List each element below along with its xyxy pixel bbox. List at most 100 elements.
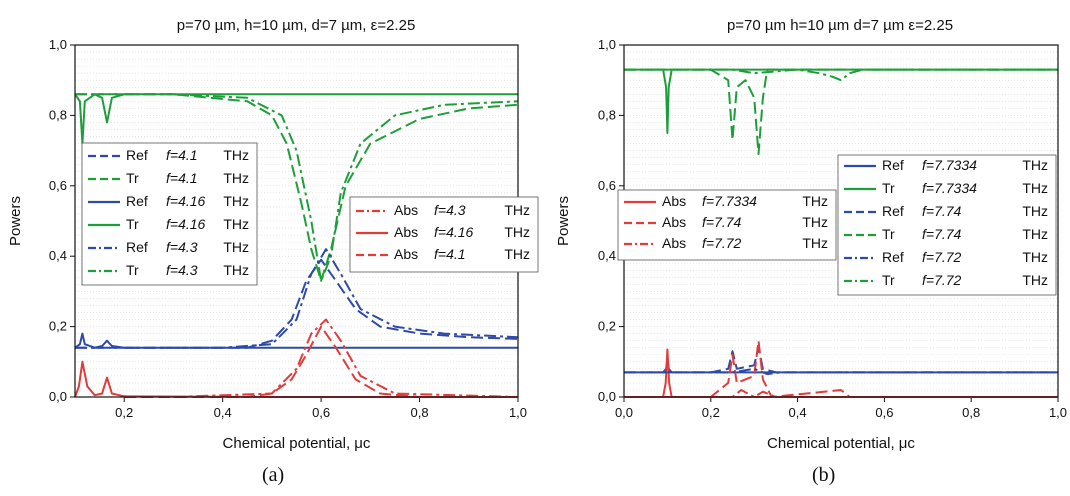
series-line [75,93,519,282]
legend-series-name: Abs [662,214,686,230]
legend-series-name: Ref [126,147,148,163]
x-tick-label: 0,2 [115,405,133,420]
legend-unit: THz [223,239,249,255]
x-tick-label: 0,8 [411,405,429,420]
legend-unit: THz [1022,226,1048,242]
legend-series-name: Ref [126,193,148,209]
legend-frequency: f=7.74 [922,203,962,219]
series-line [74,360,518,398]
legend: Ref f=7.7334 THz Tr f=7.7334 THz Ref f=7.74 THz T… [837,154,1057,296]
legend-unit: THz [504,224,530,240]
legend-frequency: f=7.7334 [922,180,977,196]
chart-title: p=70 µm, h=10 µm, d=7 µm, ε=2.25 [177,17,416,34]
x-tick-label: 1,0 [1049,405,1067,420]
legend-unit: THz [504,246,530,262]
y-tick-label: 0,6 [598,178,616,193]
legend-frequency: f=7.74 [922,226,962,242]
legend-box [81,142,258,286]
legend: Abs f=4.3 THz Abs f=4.16 THz Abs f=4.1 THz [349,196,539,273]
legend-frequency: f=4.3 [434,202,466,218]
legend-box [349,196,539,273]
legend-frequency: f=4.16 [166,216,206,232]
y-tick-label: 0,8 [598,107,616,122]
series-line [124,325,518,398]
x-axis-label: Chemical potential, μc [223,435,371,452]
legend-series-name: Ref [882,249,904,265]
legend-unit: THz [1022,180,1048,196]
legend-frequency: f=4.3 [166,262,198,278]
legend-frequency: f=4.1 [166,170,198,186]
legend-frequency: f=4.16 [166,193,206,209]
panel-a-caption: (a) [262,464,285,486]
y-tick-label: 0,6 [49,178,67,193]
legend-unit: THz [802,193,828,209]
legend-frequency: f=7.72 [922,249,962,265]
legend-series-name: Ref [126,239,148,255]
y-tick-label: 0,8 [49,107,67,122]
legend-frequency: f=7.72 [702,235,742,251]
legend-series-name: Tr [882,272,895,288]
chart-panel-b: 0,0 0,2 0,4 0,6 0,8 1,0 0,0 0,2 0,4 0,6 0,8 1,0 p=70… [555,17,1067,452]
y-axis-label: Powers [7,196,24,246]
legend-unit: THz [1022,157,1048,173]
y-tick-label: 0,0 [49,389,67,404]
y-tick-label: 0,2 [598,319,616,334]
x-tick-label: 1,0 [509,405,527,420]
panel-b-caption: (b) [812,464,836,486]
legend-unit: THz [223,216,249,232]
x-tick-label: 0,6 [312,405,330,420]
y-tick-label: 1,0 [598,37,616,52]
legend-series-name: Abs [662,193,686,209]
y-axis-label: Powers [555,196,572,246]
x-tick-label: 0,4 [789,405,807,420]
legend-frequency: f=7.72 [922,272,962,288]
legend-unit: THz [504,202,530,218]
series-line [624,68,1058,156]
x-tick-label: 0,8 [962,405,980,420]
legend-series-name: Tr [882,226,895,242]
legend-box [837,154,1057,296]
legend-series-name: Tr [882,180,895,196]
legend-unit: THz [802,235,828,251]
x-tick-label: 0,0 [615,405,633,420]
legend-series-name: Abs [394,224,418,240]
y-tick-label: 1,0 [49,37,67,52]
legend-series-name: Tr [126,170,139,186]
legend-series-name: Ref [882,157,904,173]
x-tick-label: 0,4 [214,405,232,420]
series-line [75,93,519,282]
legend-unit: THz [802,214,828,230]
legend-frequency: f=4.1 [166,147,198,163]
legend: Ref f=4.1 THz Tr f=4.1 THz Ref f=4.16 THz Tr f=4.1… [81,142,258,286]
legend-unit: THz [223,147,249,163]
legend-unit: THz [1022,249,1048,265]
legend-series-name: Abs [662,235,686,251]
chart-panel-a: 0,2 0,4 0,6 0,8 1,0 0,0 0,2 0,4 0,6 0,8 1,0 p=70 µm… [7,17,539,452]
series-line [624,367,1058,376]
series-line [624,339,1058,398]
series-line [75,258,519,349]
legend-series-name: Ref [882,203,904,219]
y-tick-label: 0,0 [598,389,616,404]
y-tick-label: 0,4 [598,248,616,263]
series-line [173,318,519,398]
legend-unit: THz [223,262,249,278]
legend-frequency: f=4.16 [434,224,474,240]
series-line [75,248,519,349]
x-tick-label: 0,6 [875,405,893,420]
legend-series-name: Abs [394,202,418,218]
y-tick-label: 0,2 [49,319,67,334]
legend-series-name: Tr [126,262,139,278]
series-line [624,68,1058,82]
legend-unit: THz [1022,203,1048,219]
legend-unit: THz [1022,272,1048,288]
x-axis-label: Chemical potential, μc [767,435,915,452]
legend-frequency: f=7.7334 [922,157,977,173]
legend-unit: THz [223,170,249,186]
legend-frequency: f=4.1 [434,246,466,262]
chart-title: p=70 µm h=10 µm d=7 µm ε=2.25 [727,17,953,34]
legend-series-name: Tr [126,216,139,232]
legend: Abs f=7.7334 THz Abs f=7.74 THz Abs f=7.72 THz [617,189,837,261]
legend-frequency: f=7.7334 [702,193,757,209]
